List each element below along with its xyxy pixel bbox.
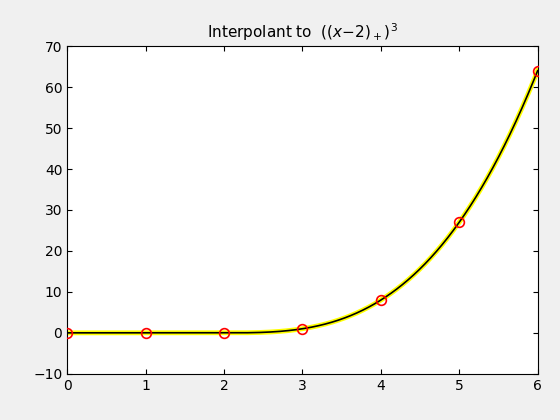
Title: Interpolant to  $((x\mathrm{-}2)_+)^3$: Interpolant to $((x\mathrm{-}2)_+)^3$	[207, 21, 398, 43]
